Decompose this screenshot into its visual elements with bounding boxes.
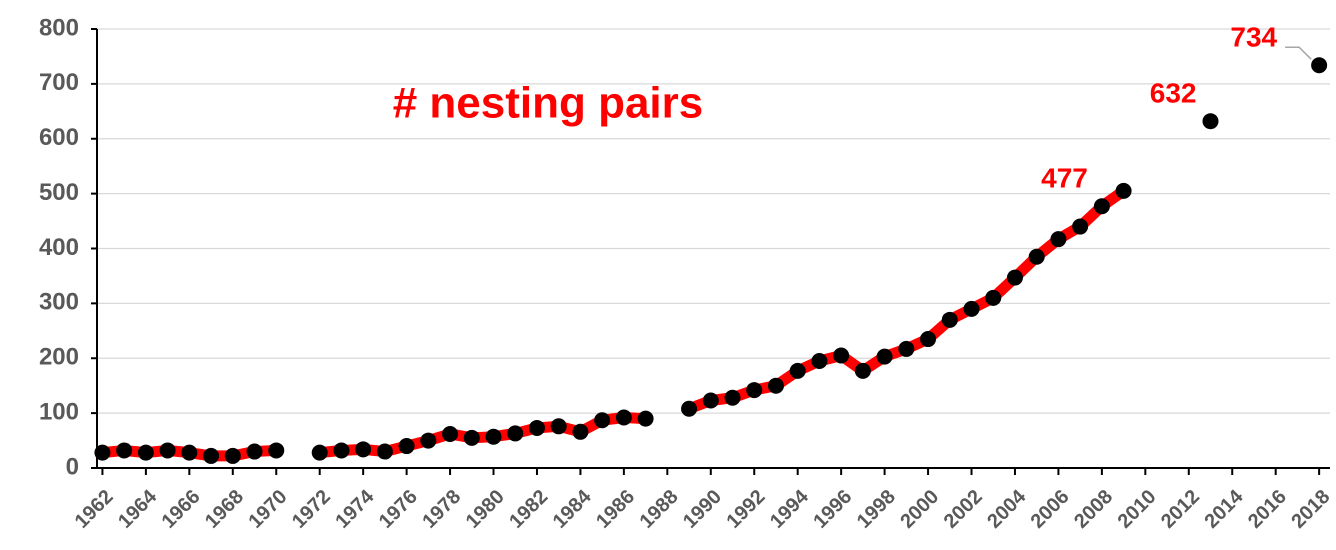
x-tick-label: 1976: [375, 486, 422, 533]
x-tick-label: 2018: [1287, 486, 1334, 533]
y-tick-label: 400: [39, 234, 79, 261]
data-point: [1311, 57, 1328, 74]
data-point: [767, 377, 784, 394]
data-point: [811, 352, 828, 369]
data-point: [789, 362, 806, 379]
data-point: [442, 425, 459, 442]
data-point: [985, 289, 1002, 306]
data-point: [1072, 218, 1089, 235]
x-tick-label: 1988: [636, 486, 683, 533]
data-point: [224, 447, 241, 464]
data-point: [1202, 113, 1219, 130]
data-point: [1093, 198, 1110, 215]
x-tick-label: 1970: [244, 486, 291, 533]
data-point: [746, 382, 763, 399]
y-tick-label: 0: [66, 453, 79, 480]
y-tick-label: 200: [39, 344, 79, 371]
data-point: [528, 419, 545, 436]
x-tick-label: 1994: [766, 485, 814, 533]
data-point: [159, 442, 176, 459]
data-point: [268, 442, 285, 459]
data-point: [137, 444, 154, 461]
x-tick-label: 1986: [592, 486, 639, 533]
leader-line: [1285, 46, 1312, 60]
data-point: [355, 441, 372, 458]
data-point: [203, 447, 220, 464]
chart-title: # nesting pairs: [393, 79, 704, 128]
data-point: [920, 331, 937, 348]
y-tick-label: 600: [39, 124, 79, 151]
data-point: [398, 438, 415, 455]
data-label: 632: [1150, 78, 1197, 109]
data-point: [507, 425, 524, 442]
y-tick-label: 100: [39, 398, 79, 425]
data-point: [1006, 269, 1023, 286]
data-point: [963, 300, 980, 317]
x-tick-label: 2010: [1114, 486, 1161, 533]
data-line: [687, 186, 1127, 414]
x-tick-label: 2006: [1027, 486, 1074, 533]
x-tick-label: 1974: [331, 485, 379, 533]
y-tick-label: 700: [39, 69, 79, 96]
data-point: [1115, 182, 1132, 199]
data-point: [333, 442, 350, 459]
x-tick-label: 2012: [1157, 486, 1204, 533]
y-tick-label: 300: [39, 289, 79, 316]
data-point: [681, 400, 698, 417]
x-tick-label: 2014: [1200, 485, 1248, 533]
data-point: [876, 348, 893, 365]
x-tick-label: 1972: [288, 486, 335, 533]
data-label: 734: [1230, 22, 1277, 53]
data-point: [1028, 248, 1045, 265]
data-point: [637, 410, 654, 427]
data-point: [572, 423, 589, 440]
x-tick-label: 1984: [549, 485, 597, 533]
data-point: [116, 442, 133, 459]
x-tick-label: 1962: [71, 486, 118, 533]
x-tick-label: 2016: [1244, 486, 1291, 533]
x-tick-label: 2004: [983, 485, 1031, 533]
data-point: [898, 340, 915, 357]
x-tick-label: 1982: [505, 486, 552, 533]
data-point: [854, 362, 871, 379]
data-point: [376, 443, 393, 460]
data-point: [420, 432, 437, 449]
x-tick-label: 1966: [158, 486, 205, 533]
data-point: [311, 444, 328, 461]
data-point: [246, 443, 263, 460]
y-tick-label: 500: [39, 179, 79, 206]
x-tick-label: 1992: [722, 486, 769, 533]
data-point: [181, 444, 198, 461]
x-tick-label: 1964: [114, 485, 162, 533]
x-tick-label: 2000: [896, 486, 943, 533]
data-point: [833, 347, 850, 364]
x-tick-label: 1990: [679, 486, 726, 533]
data-label: 477: [1041, 163, 1088, 194]
data-point: [702, 392, 719, 409]
x-tick-label: 2002: [940, 486, 987, 533]
data-point: [463, 429, 480, 446]
y-tick-label: 800: [39, 14, 79, 41]
data-point: [485, 428, 502, 445]
data-point: [550, 418, 567, 435]
x-tick-label: 1998: [853, 486, 900, 533]
x-tick-label: 1980: [462, 486, 509, 533]
x-tick-label: 1996: [809, 486, 856, 533]
data-point: [941, 311, 958, 328]
data-line: [319, 412, 646, 459]
data-point: [615, 409, 632, 426]
x-tick-label: 2008: [1070, 486, 1117, 533]
data-point: [724, 389, 741, 406]
x-tick-label: 1968: [201, 486, 248, 533]
x-tick-label: 1978: [418, 486, 465, 533]
data-point: [1050, 231, 1067, 248]
data-point: [594, 412, 611, 429]
data-point: [94, 444, 111, 461]
